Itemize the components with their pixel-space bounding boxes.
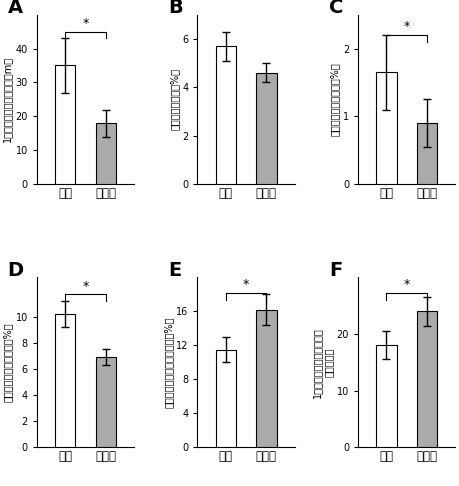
Bar [375, 72, 396, 184]
Bar [416, 123, 436, 184]
Text: F: F [328, 260, 341, 279]
Bar [256, 73, 276, 184]
Y-axis label: 1時間当たりの毛づくろい
行動の回数: 1時間当たりの毛づくろい 行動の回数 [312, 327, 333, 398]
Bar [55, 314, 75, 447]
Bar [95, 123, 116, 184]
Bar [215, 349, 235, 447]
Bar [256, 310, 276, 447]
Bar [416, 312, 436, 447]
Y-axis label: 立ち上がり行動の割合（%）: 立ち上がり行動の割合（%） [3, 323, 13, 402]
Text: E: E [168, 260, 181, 279]
Bar [375, 346, 396, 447]
Y-axis label: 1時間当たりの移動距離（m）: 1時間当たりの移動距離（m） [3, 56, 12, 142]
Text: *: * [242, 278, 249, 291]
Bar [55, 66, 75, 184]
Text: *: * [82, 17, 89, 30]
Y-axis label: 毛づくろい行動時間の割合（%）: 毛づくろい行動時間の割合（%） [163, 316, 173, 408]
Text: *: * [403, 278, 409, 291]
Bar [95, 357, 116, 447]
Text: C: C [328, 0, 342, 17]
Bar [215, 46, 235, 184]
Text: B: B [168, 0, 183, 17]
Text: A: A [8, 0, 22, 17]
Text: *: * [82, 280, 89, 293]
Y-axis label: 速い歩行時間の割合（%）: 速い歩行時間の割合（%） [329, 63, 339, 136]
Y-axis label: 歩行時間の割合（%）: 歩行時間の割合（%） [169, 69, 179, 130]
Text: D: D [8, 260, 24, 279]
Text: *: * [403, 20, 409, 33]
